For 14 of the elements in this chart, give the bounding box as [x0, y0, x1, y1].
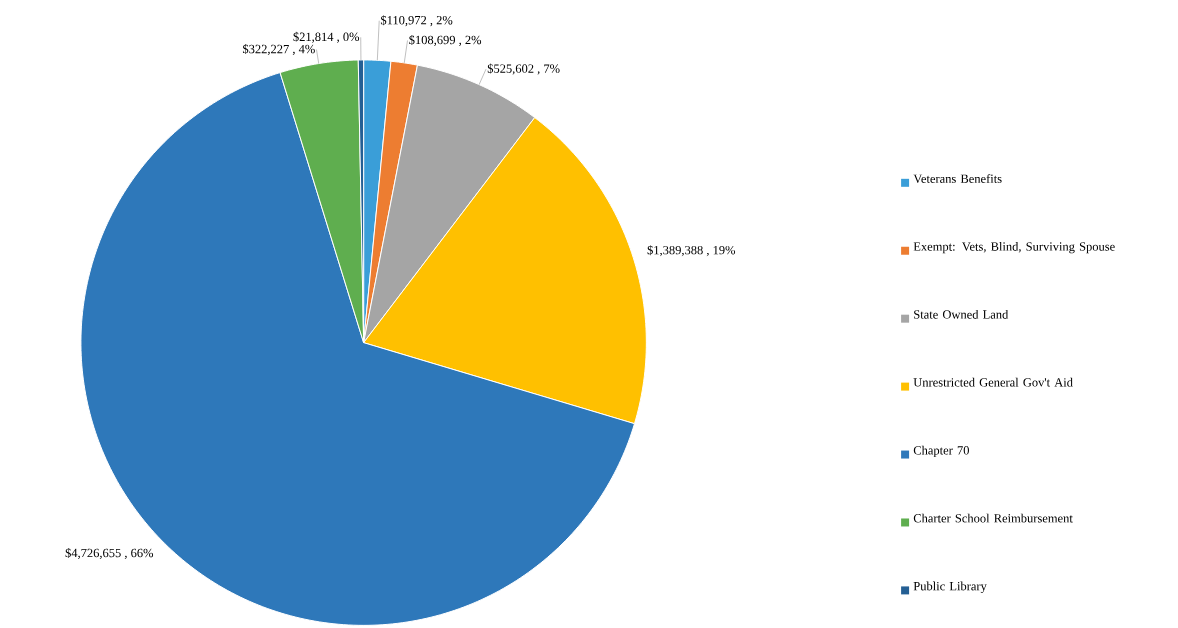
- legend-label: Public Library: [913, 581, 987, 593]
- data-label: $525,602 , 7%: [487, 63, 560, 75]
- data-label: $1,389,388 , 19%: [647, 245, 736, 256]
- legend-label: Unrestricted General Gov't Aid: [913, 377, 1073, 387]
- legend-label: Chapter 70: [913, 445, 969, 457]
- data-label: $4,726,655 , 66%: [65, 547, 154, 559]
- legend-label: Exempt: Vets, Blind, Surviving Spouse: [913, 241, 1115, 254]
- legend-label: State Owned Land: [914, 309, 1009, 319]
- data-label: $21,814 , 0%: [293, 31, 360, 43]
- data-label: $110,972 , 2%: [380, 15, 453, 27]
- legend-label: Veterans Benefits: [913, 173, 1002, 183]
- legend-label: Charter School Reimbursement: [913, 513, 1073, 523]
- data-label: $108,699 , 2%: [409, 34, 482, 46]
- data-label: $322,227 , 4%: [242, 43, 315, 55]
